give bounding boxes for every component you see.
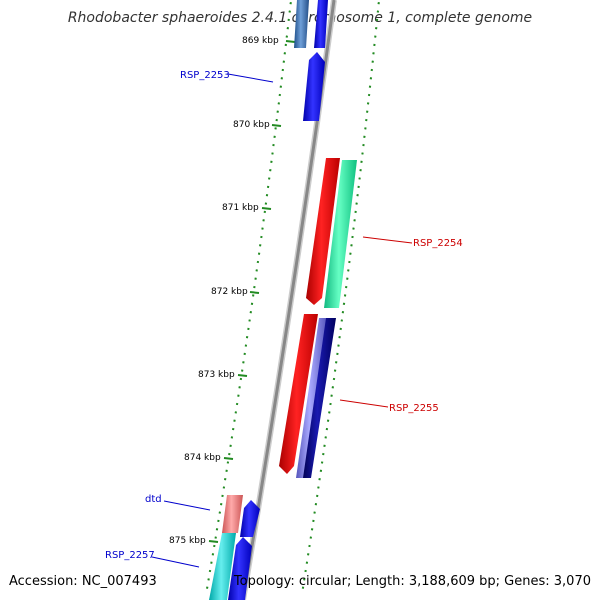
leader-rsp2254 [362, 236, 413, 244]
tick-label-873: 873 kbp [198, 370, 235, 380]
ruler: 869 kbp 870 kbp 871 kbp 872 kbp 873 kbp … [169, 36, 296, 546]
outer-tick-marks [301, 2, 380, 589]
tick-label-870: 870 kbp [233, 120, 270, 130]
forward-strand-genes [228, 0, 340, 600]
gene-rsp2257-reverse[interactable] [209, 533, 236, 600]
gene-rsp2255-reverse-lavender[interactable] [296, 318, 326, 478]
genome-summary-text: Topology: circular; Length: 3,188,609 bp… [233, 574, 591, 589]
label-rsp2254[interactable]: RSP_2254 [413, 238, 463, 249]
gene-feature-upper-left[interactable] [294, 0, 309, 48]
major-tick-875 [208, 540, 219, 543]
outer-minor-tick [376, 10, 380, 13]
gene-rsp2254-reverse[interactable] [324, 160, 357, 308]
major-tick-874 [223, 457, 234, 460]
label-rsp2255[interactable]: RSP_2255 [389, 403, 439, 414]
tick-label-869: 869 kbp [242, 36, 279, 46]
reverse-strand-genes [209, 160, 357, 600]
gene-feature-upper-right[interactable] [314, 0, 328, 48]
inner-minor-tick [288, 10, 291, 13]
gene-rsp2257[interactable] [228, 537, 252, 600]
gene-labels: RSP_2253 RSP_2254 RSP_2255 dtd RSP_2257 [105, 70, 463, 568]
leader-rsp2253 [227, 73, 274, 83]
major-tick-869 [285, 40, 296, 43]
accession-text: Accession: NC_007493 [9, 574, 157, 589]
leader-rsp2257 [151, 556, 200, 568]
leader-dtd [163, 500, 211, 511]
major-tick-870 [271, 124, 282, 127]
tick-label-874: 874 kbp [184, 453, 221, 463]
tick-label-875: 875 kbp [169, 536, 206, 546]
label-dtd[interactable]: dtd [145, 494, 162, 505]
tick-label-872: 872 kbp [211, 287, 248, 297]
gene-rsp2254[interactable] [306, 158, 340, 305]
gene-rsp2255[interactable] [279, 314, 318, 474]
major-tick-871 [261, 207, 272, 210]
major-tick-872 [249, 291, 260, 294]
label-rsp2257[interactable]: RSP_2257 [105, 550, 155, 561]
inner-tick-marks [206, 2, 292, 589]
gene-rsp2253[interactable] [303, 52, 325, 121]
label-rsp2253[interactable]: RSP_2253 [180, 70, 230, 81]
gene-dtd[interactable] [240, 500, 260, 537]
leader-rsp2255 [339, 399, 389, 408]
gene-dtd-reverse[interactable] [222, 495, 243, 533]
major-tick-873 [237, 374, 248, 377]
gene-rsp2255-reverse-navy[interactable] [302, 318, 336, 478]
tick-label-871: 871 kbp [222, 203, 259, 213]
